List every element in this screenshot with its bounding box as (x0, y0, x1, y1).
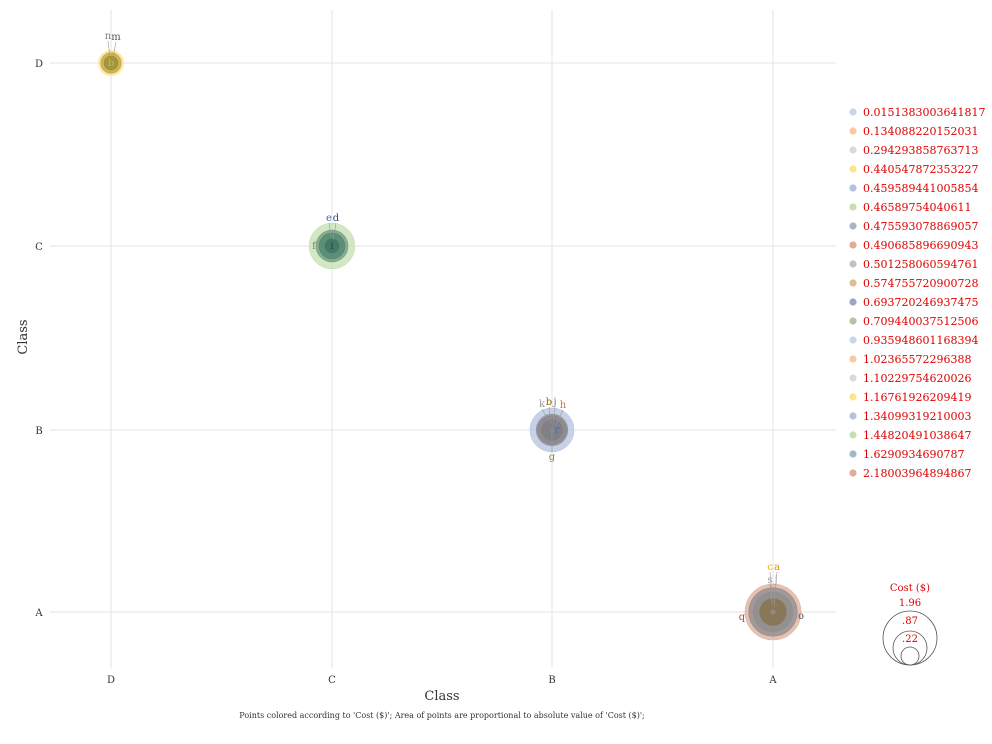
legend-label: 1.34099319210003 (863, 410, 971, 423)
data-point (324, 238, 340, 254)
label-leader-line (555, 409, 564, 427)
point-label: c (767, 562, 773, 573)
grid-lines (50, 10, 836, 668)
point-label: d (333, 213, 340, 224)
label-leader-line (548, 406, 552, 424)
point-label: f (312, 241, 317, 252)
legend-label: 1.16761926209419 (863, 391, 971, 404)
chart-caption: Points colored according to 'Cost ($)'; … (239, 711, 645, 720)
legend-swatch (849, 450, 857, 458)
legend-swatch (849, 222, 857, 230)
x-tick-label: A (768, 675, 777, 686)
legend-label: 0.134088220152031 (863, 125, 978, 138)
legend-swatch (849, 374, 857, 382)
point-label: m (111, 32, 121, 43)
legend-label: 0.440547872353227 (863, 163, 978, 176)
label-leader-line (769, 584, 773, 605)
legend-swatch (849, 469, 857, 477)
x-axis-title: Class (424, 689, 459, 704)
point-label: s (767, 575, 772, 586)
legend-swatch (849, 241, 857, 249)
legend-label: 0.459589441005854 (863, 182, 978, 195)
point-label: e (326, 213, 332, 224)
y-tick-label: B (35, 426, 42, 437)
label-leader-line (332, 222, 337, 240)
point-label: q (739, 612, 746, 623)
point-label: b (546, 397, 552, 408)
point-label: b (108, 58, 114, 69)
legend-label: 0.0151383003641817 (863, 106, 985, 119)
size-legend-circle (900, 646, 920, 666)
x-tick-label: C (328, 675, 336, 686)
legend-label: 1.10229754620026 (863, 372, 971, 385)
legend-label: 0.46589754040611 (863, 201, 971, 214)
point-label: n (105, 31, 112, 42)
point-label: i (330, 241, 333, 252)
legend-swatch (849, 412, 857, 420)
legend-label: 1.6290934690787 (863, 448, 964, 461)
point-label: a (774, 562, 780, 573)
point-label: r (555, 425, 560, 436)
legend-swatch (849, 184, 857, 192)
data-point (103, 55, 119, 71)
legend-swatch (849, 165, 857, 173)
label-leader-line (769, 571, 773, 601)
legend-swatch (849, 108, 857, 116)
legend-label: 0.935948601168394 (863, 334, 978, 347)
size-legend-title: Cost ($) (890, 583, 930, 594)
point-label: o (798, 611, 804, 622)
x-tick-label: B (548, 675, 555, 686)
legend-label: 2.18003964894867 (863, 467, 971, 480)
y-tick-label: D (35, 59, 43, 70)
y-tick-label: C (35, 242, 43, 253)
point-label: j (552, 397, 556, 408)
label-leader-line (107, 40, 111, 59)
size-legend-value: .87 (902, 616, 918, 627)
point-label: h (560, 400, 567, 411)
legend-label: 1.02365572296388 (863, 353, 971, 366)
label-leader-line (773, 584, 777, 607)
legend-swatch (849, 336, 857, 344)
y-axis-title: Class (16, 319, 31, 354)
legend-swatch (849, 298, 857, 306)
legend-swatch (849, 355, 857, 363)
legend-swatch (849, 127, 857, 135)
legend-swatch (849, 279, 857, 287)
legend-label: 0.693720246937475 (863, 296, 978, 309)
axis-ticks: D C B A A B C D (34, 59, 777, 686)
x-tick-label: D (107, 675, 115, 686)
legend-swatch (849, 431, 857, 439)
legend-label: 0.294293858763713 (863, 144, 978, 157)
legend-swatch (849, 146, 857, 154)
size-legend: Cost ($) 1.96 .87 .22 (882, 583, 938, 666)
size-legend-value: 1.96 (899, 598, 921, 609)
legend-swatch (849, 203, 857, 211)
legend-swatch (849, 317, 857, 325)
point-label: g (549, 452, 556, 463)
size-legend-value: .22 (902, 634, 918, 645)
legend-swatch (849, 393, 857, 401)
y-tick-label: A (34, 608, 43, 619)
data-point (770, 609, 776, 615)
data-points (98, 50, 802, 641)
legend-label: 0.574755720900728 (863, 277, 978, 290)
legend-label: 0.490685896690943 (863, 239, 978, 252)
point-label: k (539, 399, 546, 410)
legend-label: 0.501258060594761 (863, 258, 978, 271)
label-leader-line (112, 41, 117, 59)
point-label: j (773, 575, 777, 586)
legend-swatch (849, 260, 857, 268)
color-legend: 0.0151383003641817 0.134088220152031 0.294… (849, 106, 985, 480)
legend-label: 0.709440037512506 (863, 315, 978, 328)
legend-label: 1.44820491038647 (863, 429, 971, 442)
label-leader-line (541, 408, 550, 422)
label-leader-line (552, 406, 556, 425)
legend-label: 0.475593078869057 (863, 220, 978, 233)
label-leader-line (328, 222, 332, 237)
